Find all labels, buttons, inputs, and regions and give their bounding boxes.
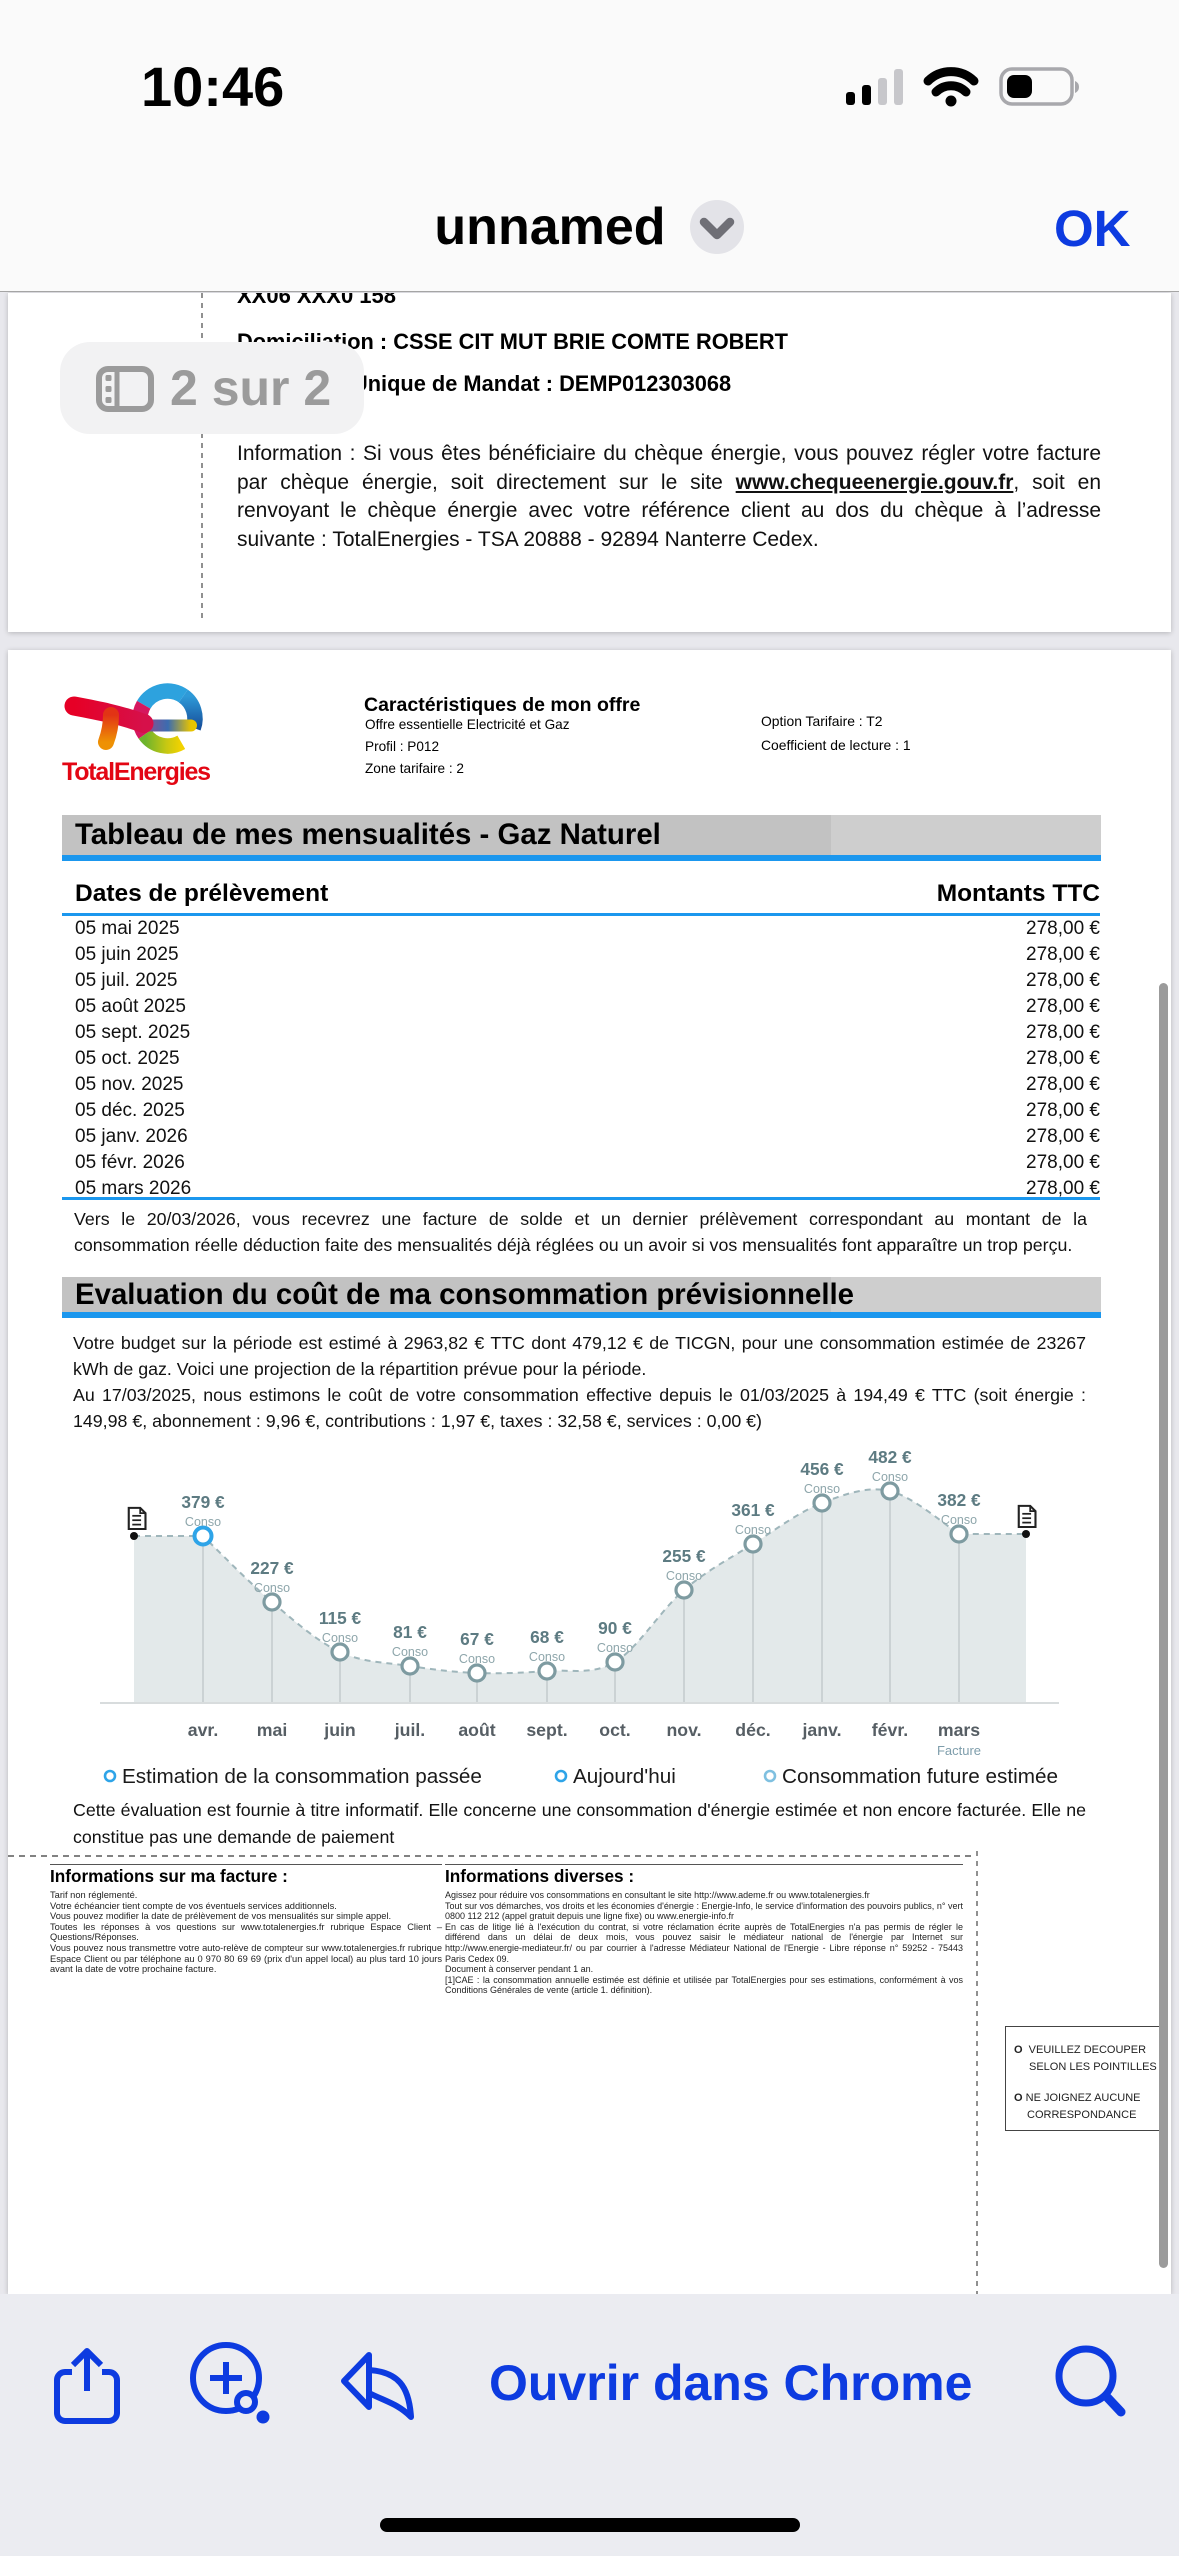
svg-text:Conso: Conso (392, 1645, 428, 1659)
svg-text:81 €: 81 € (393, 1622, 427, 1642)
svg-text:68 €: 68 € (530, 1627, 564, 1647)
svg-text:Conso: Conso (529, 1650, 565, 1664)
svg-text:Conso: Conso (597, 1641, 633, 1655)
svg-text:Conso: Conso (185, 1515, 221, 1529)
svg-text:déc.: déc. (735, 1720, 770, 1740)
svg-text:mars: mars (938, 1720, 980, 1740)
svg-text:juil.: juil. (394, 1720, 425, 1740)
svg-text:févr.: févr. (872, 1720, 908, 1740)
svg-text:avr.: avr. (188, 1720, 219, 1740)
svg-text:382 €: 382 € (937, 1490, 981, 1510)
svg-text:456 €: 456 € (800, 1459, 844, 1479)
svg-text:Consommation future estimée: Consommation future estimée (782, 1765, 1058, 1788)
svg-text:Facture: Facture (937, 1743, 981, 1758)
svg-text:115 €: 115 € (319, 1608, 362, 1628)
svg-text:379 €: 379 € (181, 1492, 225, 1512)
svg-text:Conso: Conso (666, 1569, 702, 1583)
svg-text:août: août (458, 1720, 495, 1740)
svg-text:90 €: 90 € (598, 1618, 632, 1638)
svg-text:janv.: janv. (802, 1720, 842, 1740)
svg-text:Conso: Conso (804, 1482, 840, 1496)
svg-text:TotalEnergies: TotalEnergies (62, 758, 210, 786)
svg-text:361 €: 361 € (731, 1500, 775, 1520)
svg-text:Conso: Conso (322, 1631, 358, 1645)
svg-text:mai: mai (257, 1720, 287, 1740)
svg-text:Estimation de la consommation: Estimation de la consommation passée (122, 1765, 482, 1788)
svg-text:227 €: 227 € (250, 1558, 294, 1578)
svg-text:Conso: Conso (941, 1513, 977, 1527)
svg-text:482 €: 482 € (868, 1447, 912, 1467)
svg-text:Conso: Conso (872, 1470, 908, 1484)
svg-text:Conso: Conso (254, 1581, 290, 1595)
svg-text:Aujourd'hui: Aujourd'hui (573, 1765, 676, 1788)
svg-text:Conso: Conso (459, 1652, 495, 1666)
svg-text:255 €: 255 € (662, 1546, 706, 1566)
svg-text:sept.: sept. (526, 1720, 567, 1740)
svg-text:67 €: 67 € (460, 1629, 494, 1649)
svg-text:juin: juin (323, 1720, 355, 1740)
svg-text:nov.: nov. (666, 1720, 701, 1740)
svg-text:oct.: oct. (599, 1720, 630, 1740)
svg-text:Conso: Conso (735, 1523, 771, 1537)
